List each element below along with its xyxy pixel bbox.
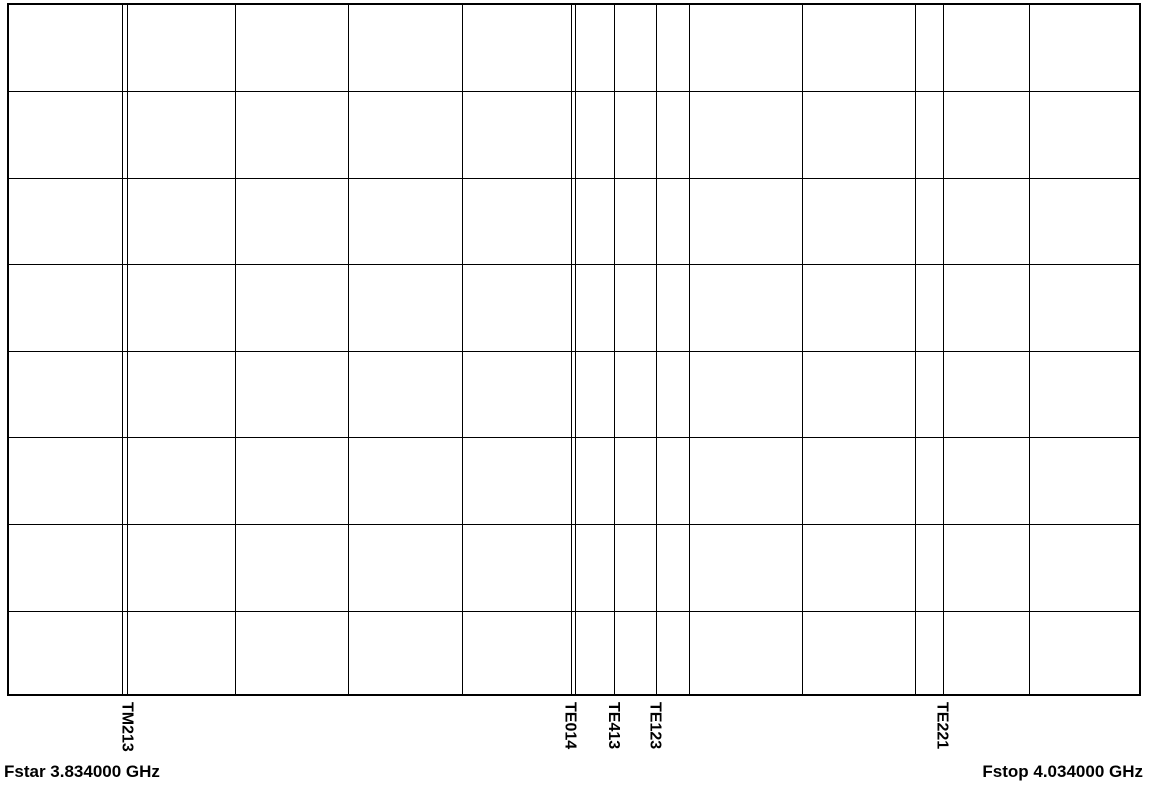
grid-col-line: [575, 5, 576, 694]
x-axis-start-label: Fstar 3.834000 GHz: [4, 762, 160, 782]
mode-line: [614, 5, 615, 694]
mode-label: TE221: [933, 702, 951, 749]
chart-container: Fstar 3.834000 GHz Fstop 4.034000 GHz TM…: [0, 0, 1149, 787]
mode-line: [571, 5, 572, 694]
plot-area: [7, 3, 1141, 696]
mode-label: TE014: [561, 702, 579, 749]
grid-row-line: [9, 351, 1139, 352]
mode-line: [127, 5, 128, 694]
mode-label: TE123: [646, 702, 664, 749]
grid-row-line: [9, 611, 1139, 612]
grid-row-line: [9, 178, 1139, 179]
grid-row-line: [9, 264, 1139, 265]
grid-col-line: [802, 5, 803, 694]
x-axis-stop-label: Fstop 4.034000 GHz: [982, 762, 1143, 782]
grid-col-line: [235, 5, 236, 694]
mode-line: [943, 5, 944, 694]
grid-col-line: [1029, 5, 1030, 694]
mode-label: TM213: [117, 702, 135, 752]
mode-line: [656, 5, 657, 694]
grid-col-line: [122, 5, 123, 694]
grid-row-line: [9, 91, 1139, 92]
grid-row-line: [9, 437, 1139, 438]
grid-row-line: [9, 524, 1139, 525]
grid-col-line: [462, 5, 463, 694]
grid-col-line: [915, 5, 916, 694]
grid-col-line: [348, 5, 349, 694]
mode-label: TE413: [604, 702, 622, 749]
grid-col-line: [689, 5, 690, 694]
